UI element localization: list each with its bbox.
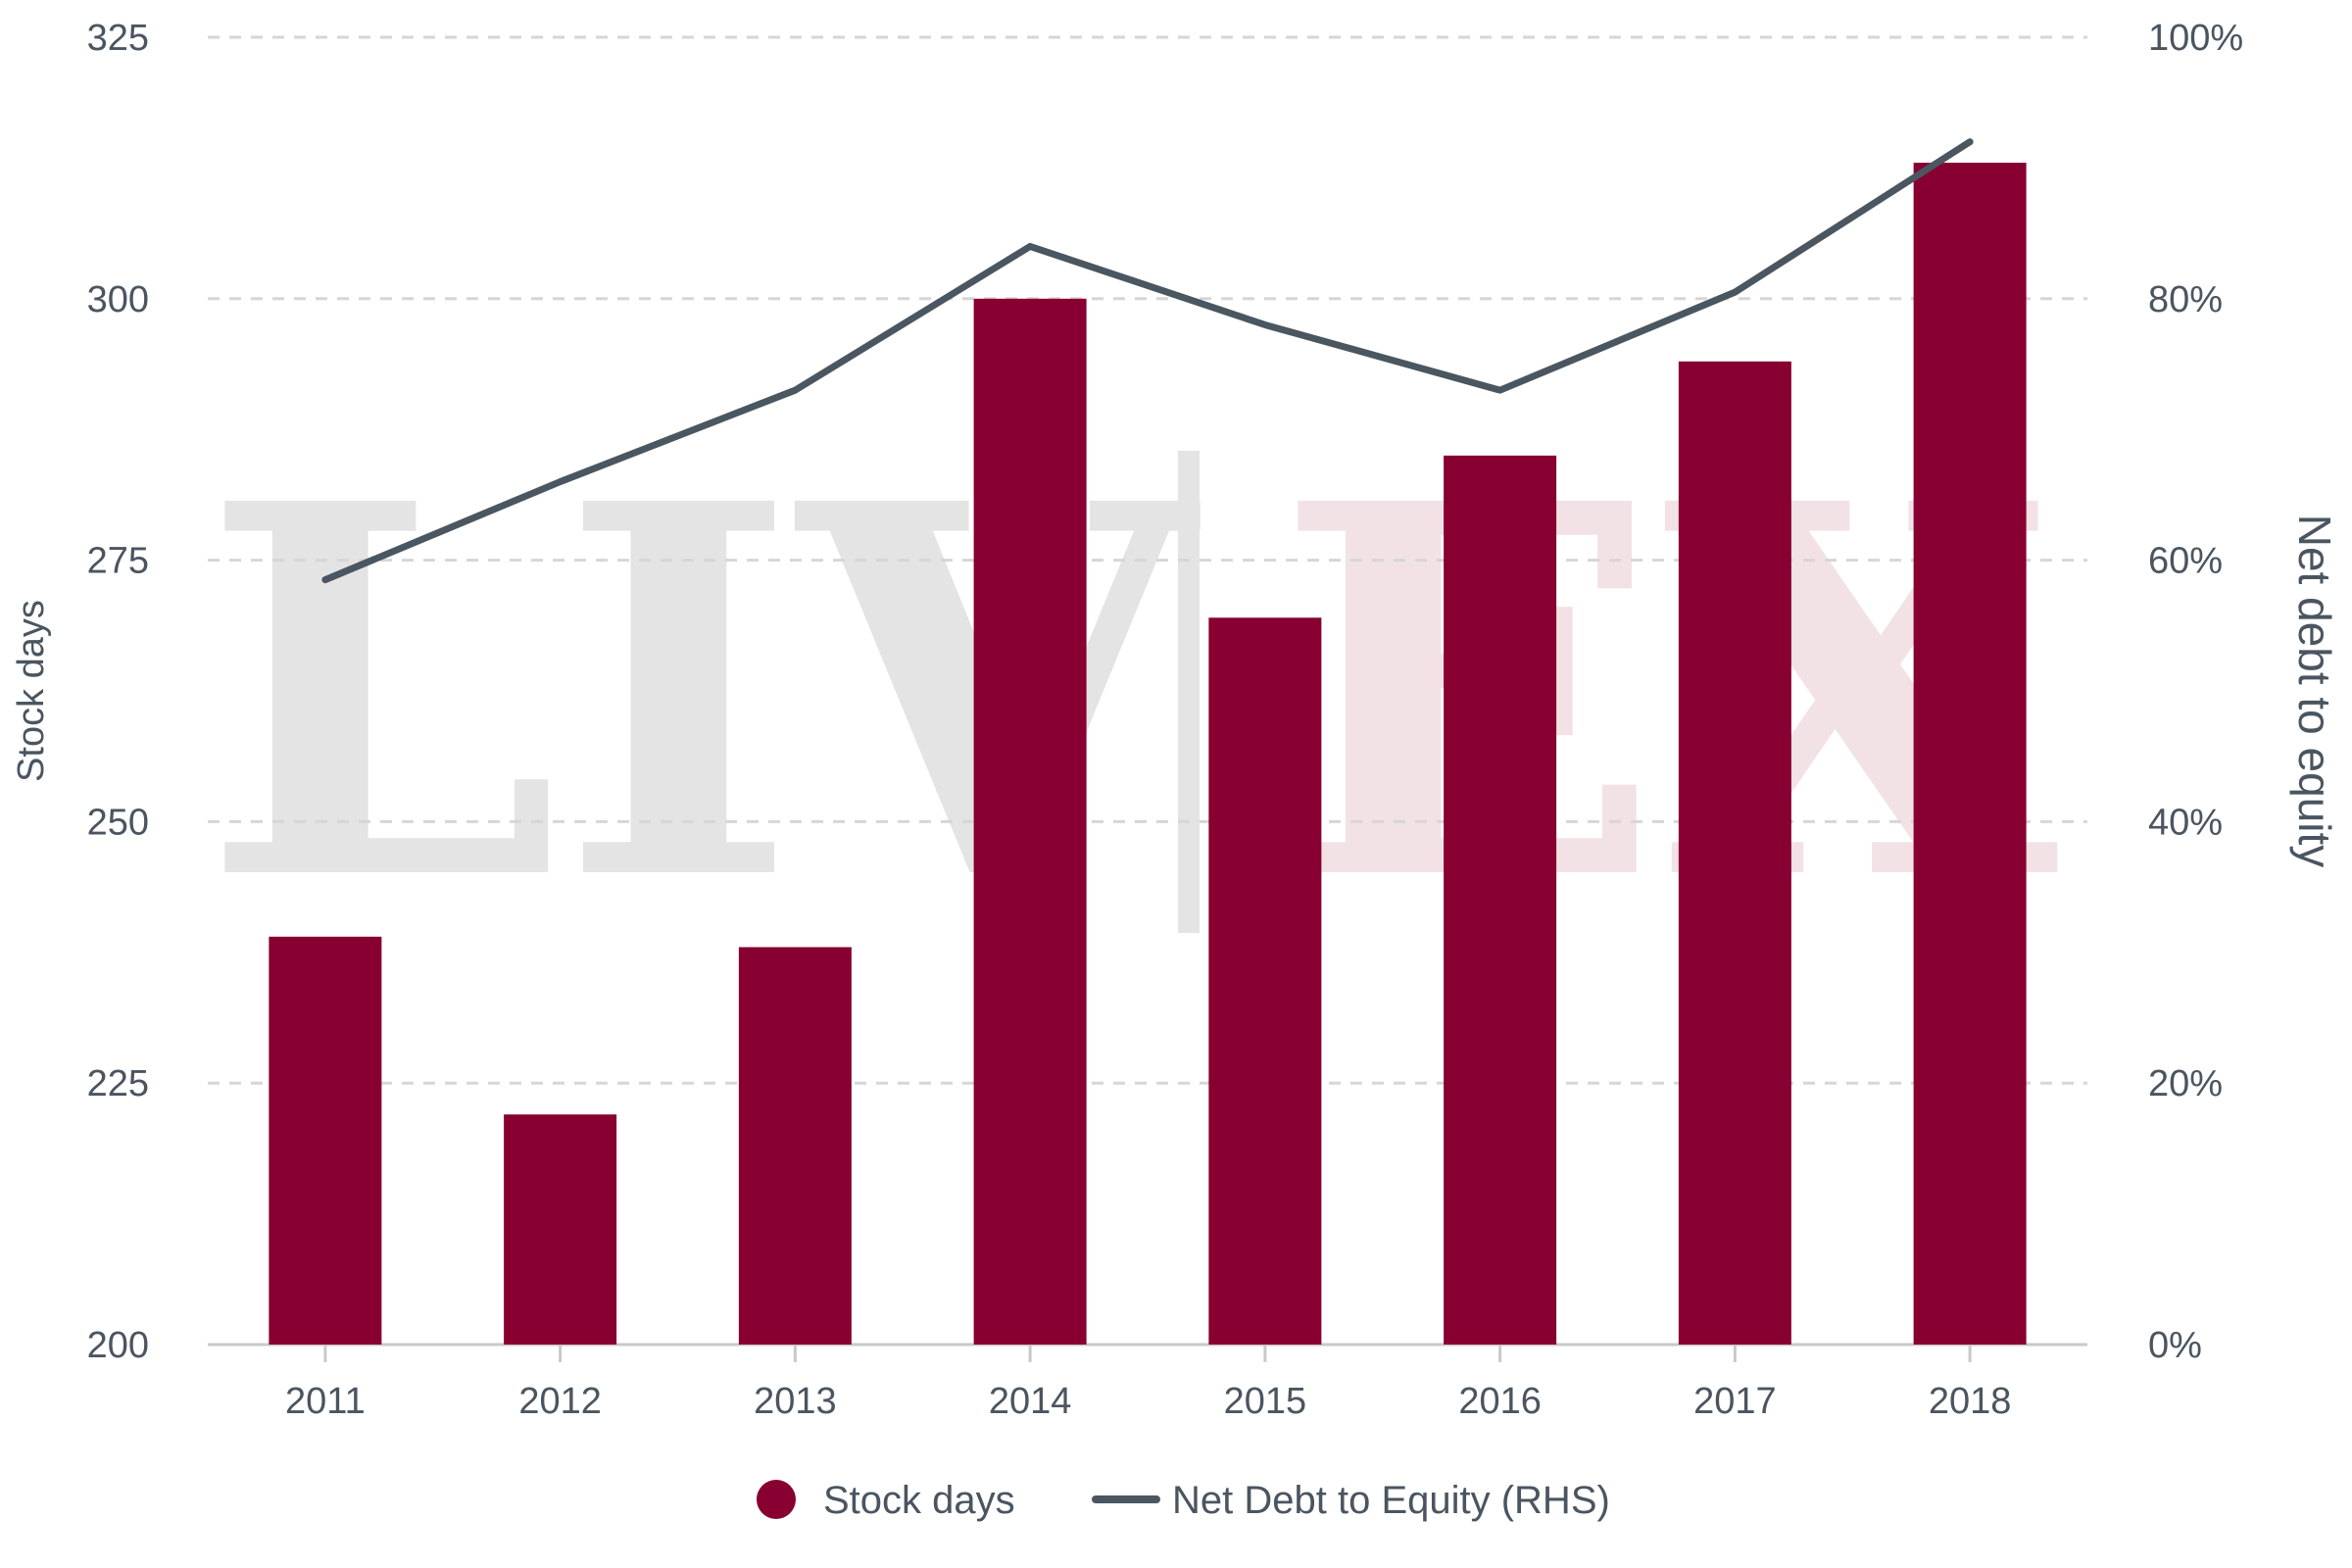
legend-net-debt-label: Net Debt to Equity (RHS) (1172, 1479, 1610, 1522)
y-tick-label: 225 (87, 1063, 149, 1104)
bar-2018 (1913, 163, 2027, 1346)
x-tick-label: 2013 (754, 1381, 837, 1422)
bar-2012 (504, 1114, 617, 1345)
x-tick-label: 2017 (1693, 1381, 1777, 1422)
y-tick-label: 325 (87, 18, 149, 59)
y-tick-label: 250 (87, 802, 149, 843)
y2-axis-title: Net debt to equity (2289, 514, 2340, 868)
y-tick-label: 300 (87, 279, 149, 320)
y-tick-label: 200 (87, 1325, 149, 1366)
y2-tick-label: 80% (2148, 279, 2223, 320)
x-tick-label: 2014 (989, 1381, 1072, 1422)
bar-2013 (738, 947, 852, 1345)
bar-2015 (1208, 617, 1322, 1345)
x-tick-label: 2011 (285, 1381, 366, 1422)
y2-tick-label: 0% (2148, 1325, 2202, 1366)
legend-stock-days-label: Stock days (823, 1479, 1015, 1522)
bar-2016 (1444, 455, 1557, 1345)
y2-tick-label: 40% (2148, 802, 2223, 843)
y-axis-title: Stock days (11, 600, 52, 782)
line-net-debt-to-equity (321, 138, 1974, 584)
y-tick-label: 275 (87, 541, 149, 582)
x-tick-label: 2016 (1458, 1381, 1542, 1422)
bar-2017 (1678, 361, 1791, 1345)
x-tick-label: 2018 (1929, 1381, 2012, 1422)
y2-tick-label: 20% (2148, 1063, 2223, 1104)
y2-tick-label: 100% (2148, 18, 2243, 59)
bar-2011 (269, 936, 382, 1345)
y2-tick-label: 60% (2148, 541, 2223, 582)
bar-2014 (973, 298, 1087, 1345)
watermark-divider (1178, 451, 1200, 933)
x-tick-label: 2012 (518, 1381, 602, 1422)
legend-stock-days-marker (757, 1480, 796, 1519)
x-tick-label: 2015 (1224, 1381, 1307, 1422)
